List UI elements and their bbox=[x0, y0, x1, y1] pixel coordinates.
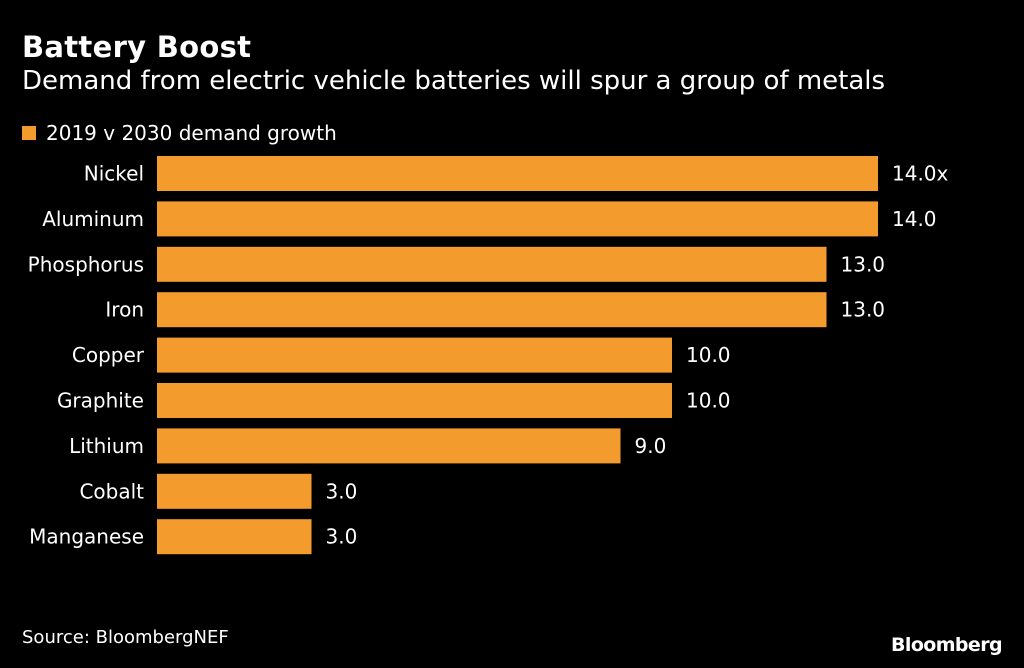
value-label: 3.0 bbox=[326, 479, 358, 503]
value-label: 9.0 bbox=[635, 434, 667, 458]
category-label: Lithium bbox=[69, 434, 144, 458]
chart-subtitle: Demand from electric vehicle batteries w… bbox=[22, 66, 886, 96]
value-label: 10.0 bbox=[686, 389, 731, 413]
bar-copper bbox=[157, 337, 672, 373]
bar-lithium bbox=[157, 428, 621, 464]
value-label: 13.0 bbox=[841, 298, 886, 322]
category-label: Manganese bbox=[29, 525, 144, 549]
bar-nickel bbox=[157, 156, 878, 191]
value-label: 10.0 bbox=[686, 343, 731, 367]
bar-manganese bbox=[157, 519, 312, 555]
category-label: Copper bbox=[72, 343, 145, 367]
legend-label: 2019 v 2030 demand growth bbox=[46, 121, 337, 145]
bar-aluminum bbox=[157, 201, 878, 237]
value-label: 3.0 bbox=[326, 525, 358, 549]
legend: 2019 v 2030 demand growth bbox=[22, 120, 337, 146]
value-label: 14.0 bbox=[892, 207, 937, 231]
chart-title: Battery Boost bbox=[22, 30, 252, 64]
bar-graphite bbox=[157, 383, 672, 418]
category-label: Graphite bbox=[57, 389, 144, 413]
category-label: Phosphorus bbox=[28, 252, 144, 276]
category-label: Cobalt bbox=[79, 479, 144, 503]
bar-cobalt bbox=[157, 473, 312, 509]
bar-iron bbox=[157, 292, 827, 328]
value-label: 14.0x bbox=[892, 162, 949, 186]
category-label: Aluminum bbox=[42, 207, 144, 231]
source-note: Source: BloombergNEF bbox=[22, 627, 229, 648]
bar-phosphorus bbox=[157, 246, 827, 282]
value-label: 13.0 bbox=[841, 252, 886, 276]
brand-logo: Bloomberg bbox=[891, 634, 1003, 656]
category-label: Iron bbox=[105, 298, 144, 322]
category-label: Nickel bbox=[84, 162, 144, 186]
legend-swatch bbox=[22, 126, 36, 140]
